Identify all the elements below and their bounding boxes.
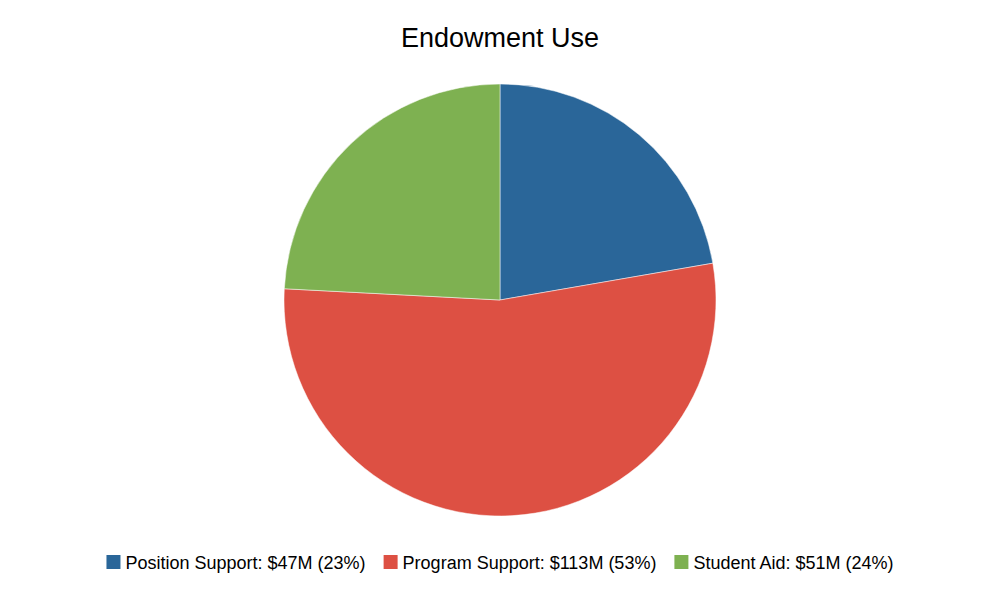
legend-swatch (384, 555, 398, 569)
pie-group (284, 84, 716, 516)
chart-svg: Endowment Use Position Support: $47M (23%… (0, 0, 1000, 593)
legend-label: Position Support: $47M (23%) (125, 553, 365, 573)
legend-label: Program Support: $113M (53%) (403, 553, 657, 573)
legend-label: Student Aid: $51M (24%) (693, 553, 893, 573)
legend-item: Position Support: $47M (23%) (106, 553, 365, 573)
chart-title: Endowment Use (401, 23, 599, 53)
legend-swatch (674, 555, 688, 569)
legend-item: Student Aid: $51M (24%) (674, 553, 893, 573)
pie-slice (284, 84, 500, 300)
pie-slice (284, 263, 716, 516)
legend: Position Support: $47M (23%) Program Supp… (106, 553, 893, 573)
background (0, 0, 1000, 593)
legend-item: Program Support: $113M (53%) (384, 553, 657, 573)
chart-container: Endowment Use Position Support: $47M (23%… (0, 0, 1000, 593)
legend-swatch (106, 555, 120, 569)
pie-slice (500, 84, 713, 300)
